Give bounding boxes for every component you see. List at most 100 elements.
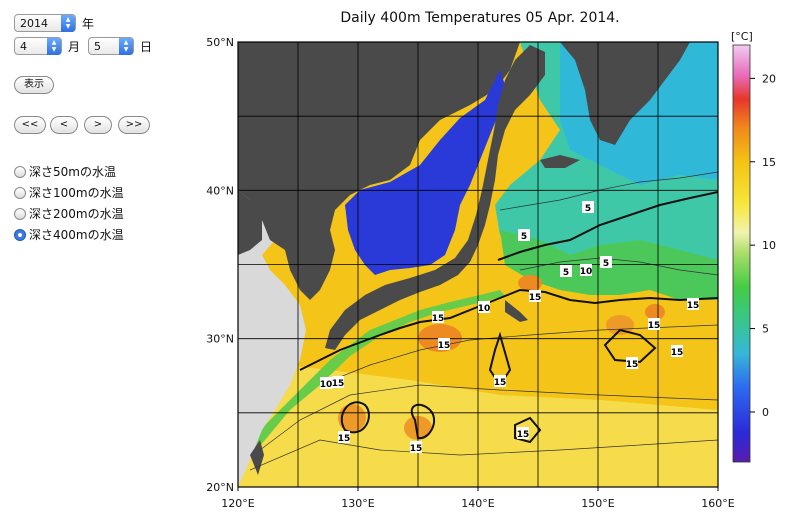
depth-option-label: 深さ50mの水温 [29,165,116,179]
day-select[interactable]: 5 ▲ ▼ [88,37,135,55]
contour-label: 15 [517,430,530,440]
contour-label: 5 [563,268,569,278]
month-value: 4 [20,40,27,53]
contour-label: 5 [585,204,591,214]
contour-label: 15 [687,301,700,311]
depth-option-label: 深さ400mの水温 [29,228,124,242]
select-arrows-icon: ▲ ▼ [61,15,75,32]
colorbar-tick-label: 10 [762,239,776,252]
contour-label-bg [671,345,683,357]
warm-eddy [606,315,634,335]
contour-label-bg [517,427,529,439]
contour-label: 15 [494,378,507,388]
depth-option-200m[interactable]: 深さ200mの水温 [14,205,124,222]
y-tick-label: 30°N [206,333,234,346]
contour-label: 15 [338,434,351,444]
display-button[interactable]: 表示 [14,76,54,94]
x-axis: 120°E 130°E 140°E 150°E 160°E [221,487,735,510]
sea-of-japan [345,70,505,275]
warm-eddy [645,304,665,320]
colorbar-unit: [°C] [731,30,753,43]
colorbar [732,44,751,463]
depth-option-50m[interactable]: 深さ50mの水温 [14,163,116,180]
date-row: 4 ▲ ▼ 月 5 ▲ ▼ 日 [14,37,160,55]
contour-15-eddy [514,416,542,444]
contour-label: 10 [320,380,333,390]
hokkaido-tip-land [540,155,580,168]
day-unit-label: 日 [140,39,153,54]
contour-label-bg [410,441,422,453]
next-button[interactable]: > [84,116,112,134]
contour-label: 15 [410,444,423,454]
map-grid [238,42,718,487]
land-dark-region [238,42,520,300]
contour-label-bg [626,357,638,369]
control-panel: 2014 ▲ ▼ 年 4 ▲ ▼ 月 5 ▲ ▼ 日 表示 << < > >> 深さ5… [0,0,200,517]
contour-label-bg [529,290,541,302]
warm-eddy [518,275,542,291]
depth-option-400m[interactable]: 深さ400mの水温 [14,226,124,243]
contour-label-bg [648,318,660,330]
contour-15-eddy [410,403,436,440]
colorbar-ticks: 20 15 10 5 0 [750,72,776,419]
last-button[interactable]: >> [118,116,150,134]
sakhalin-kuril-land [560,42,690,145]
japan-land [325,45,545,350]
contour-label: 15 [648,321,661,331]
x-tick-label: 140°E [461,497,494,510]
contour-label-bg [338,431,350,443]
year-value: 2014 [20,17,48,30]
year-select[interactable]: 2014 ▲ ▼ [14,14,76,32]
contour-15-eddy [603,328,657,364]
land-dark-region [238,190,262,255]
radio-button[interactable] [14,186,26,199]
select-arrows-icon: ▲ ▼ [119,38,134,55]
radio-button[interactable] [14,165,26,178]
radio-button[interactable] [14,207,26,220]
contour-thin [249,439,718,471]
colorbar-tick-label: 20 [762,72,776,85]
x-tick-label: 160°E [701,497,734,510]
depth-option-100m[interactable]: 深さ100mの水温 [14,184,124,201]
x-tick-label: 130°E [341,497,374,510]
contour-thin [519,257,718,276]
contour-label-bg [580,264,592,276]
contour-label-bg [600,256,612,268]
contour-label: 5 [521,232,527,242]
y-tick-label: 50°N [206,36,234,49]
contour-label-bg [582,201,594,213]
contour-label-bg [438,338,450,350]
year-unit-label: 年 [82,16,95,31]
depth-option-label: 深さ200mの水温 [29,207,124,221]
y-axis: 20°N 30°N 40°N 50°N [206,36,234,494]
contour-label: 10 [580,267,593,277]
contour-label-bg [687,298,699,310]
contour-label: 15 [332,379,345,389]
year-row: 2014 ▲ ▼ 年 [14,14,102,32]
radio-button-selected[interactable] [14,228,26,241]
select-arrows-icon: ▲ ▼ [47,38,61,55]
contour-label: 10 [478,304,491,314]
contour-label-bg [494,375,506,387]
contour-label: 15 [529,293,542,303]
contour-label-bg [432,311,444,323]
contour-label-bg [478,301,490,313]
x-tick-label: 150°E [581,497,614,510]
prev-button[interactable]: < [50,116,78,134]
x-tick-label: 120°E [221,497,254,510]
nav-buttons: << < > >> [14,116,150,134]
first-button[interactable]: << [14,116,46,134]
contour-label-bg [518,229,530,241]
island-land [505,300,528,322]
month-select[interactable]: 4 ▲ ▼ [14,37,62,55]
contour-label: 15 [626,360,639,370]
contour-15-eddy [340,401,370,434]
month-unit-label: 月 [68,39,81,54]
taiwan-land [250,440,264,475]
colorbar-tick-label: 5 [762,323,769,336]
colorbar-tick-label: 0 [762,406,769,419]
contour-thin [319,324,718,386]
contour-label: 5 [603,259,609,269]
